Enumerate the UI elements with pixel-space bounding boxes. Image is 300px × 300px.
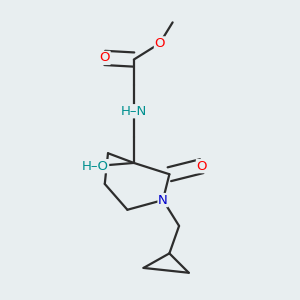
Text: O: O	[154, 37, 165, 50]
Text: H–N: H–N	[121, 105, 147, 118]
Text: O: O	[196, 160, 207, 173]
Text: H–O: H–O	[82, 160, 109, 173]
Text: N: N	[158, 194, 168, 207]
Text: O: O	[100, 51, 110, 64]
